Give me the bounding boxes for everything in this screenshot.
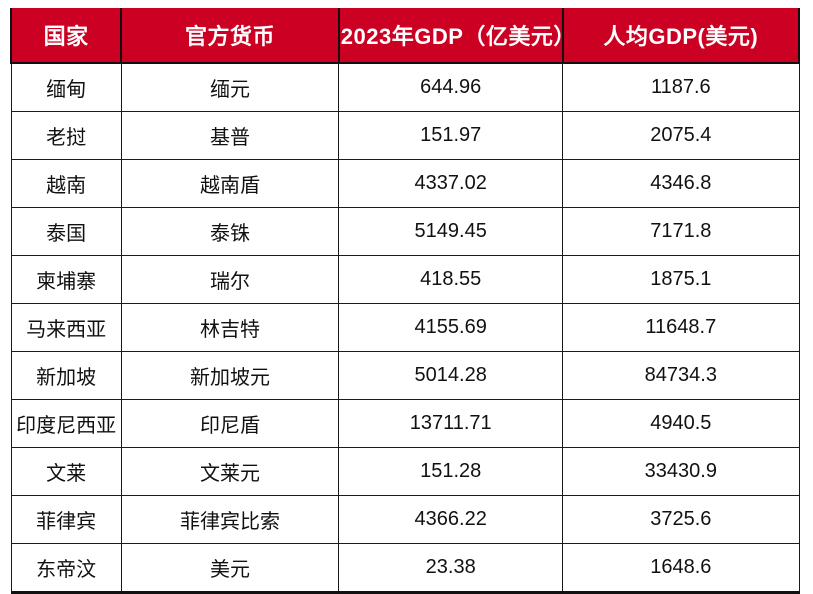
table-row: 柬埔寨 瑞尔 418.55 1875.1 [10,255,800,304]
table-row: 新加坡 新加坡元 5014.28 84734.3 [10,351,800,400]
table-row: 缅甸 缅元 644.96 1187.6 [10,62,800,112]
country-cell: 缅甸 [10,62,122,112]
southeast-asia-gdp-table: 国家 官方货币 2023年GDP（亿美元） 人均GDP(美元) 缅甸 缅元 644.… [9,8,801,594]
country-cell: 印度尼西亚 [10,399,122,448]
per-capita-gdp-cell: 33430.9 [562,447,800,496]
country-cell: 柬埔寨 [10,255,122,304]
gdp-cell: 23.38 [338,543,564,594]
column-header-currency: 官方货币 [120,8,340,63]
gdp-cell: 4337.02 [338,159,564,208]
table-header: 国家 官方货币 2023年GDP（亿美元） 人均GDP(美元) [9,8,801,63]
currency-cell: 文莱元 [120,447,340,496]
per-capita-gdp-cell: 2075.4 [562,111,800,160]
gdp-cell: 418.55 [338,255,564,304]
gdp-cell: 13711.71 [338,399,564,448]
table-row: 老挝 基普 151.97 2075.4 [10,111,800,160]
column-header-gdp: 2023年GDP（亿美元） [337,8,575,63]
table-row: 马来西亚 林吉特 4155.69 11648.7 [10,303,800,352]
country-cell: 文莱 [10,447,122,496]
country-cell: 越南 [10,159,122,208]
currency-cell: 缅元 [120,62,340,112]
column-header-per-capita-gdp: 人均GDP(美元) [561,8,801,63]
table-row: 东帝汶 美元 23.38 1648.6 [10,543,800,594]
table-row: 越南 越南盾 4337.02 4346.8 [10,159,800,208]
gdp-cell: 5014.28 [338,351,564,400]
currency-cell: 瑞尔 [120,255,340,304]
per-capita-gdp-cell: 1187.6 [562,62,800,112]
table-row: 印度尼西亚 印尼盾 13711.71 4940.5 [10,399,800,448]
per-capita-gdp-cell: 3725.6 [562,495,800,544]
gdp-cell: 4155.69 [338,303,564,352]
gdp-cell: 151.97 [338,111,564,160]
per-capita-gdp-cell: 1648.6 [562,543,800,594]
table-row: 菲律宾 菲律宾比索 4366.22 3725.6 [10,495,800,544]
currency-cell: 林吉特 [120,303,340,352]
per-capita-gdp-cell: 4940.5 [562,399,800,448]
country-cell: 新加坡 [10,351,122,400]
currency-cell: 印尼盾 [120,399,340,448]
country-cell: 老挝 [10,111,122,160]
country-cell: 泰国 [10,207,122,256]
gdp-cell: 644.96 [338,62,564,112]
per-capita-gdp-cell: 1875.1 [562,255,800,304]
table-row: 文莱 文莱元 151.28 33430.9 [10,447,800,496]
country-cell: 马来西亚 [10,303,122,352]
gdp-cell: 4366.22 [338,495,564,544]
country-cell: 东帝汶 [10,543,122,594]
country-cell: 菲律宾 [10,495,122,544]
table-body: 缅甸 缅元 644.96 1187.6 老挝 基普 151.97 2075.4 越南 越南盾 433… [10,62,800,594]
currency-cell: 菲律宾比索 [120,495,340,544]
currency-cell: 越南盾 [120,159,340,208]
currency-cell: 泰铢 [120,207,340,256]
gdp-cell: 5149.45 [338,207,564,256]
currency-cell: 美元 [120,543,340,594]
currency-cell: 新加坡元 [120,351,340,400]
gdp-table-container: 国家 官方货币 2023年GDP（亿美元） 人均GDP(美元) 缅甸 缅元 644.… [9,8,801,594]
currency-cell: 基普 [120,111,340,160]
table-row: 泰国 泰铢 5149.45 7171.8 [10,207,800,256]
gdp-cell: 151.28 [338,447,564,496]
header-row: 国家 官方货币 2023年GDP（亿美元） 人均GDP(美元) [9,8,801,63]
per-capita-gdp-cell: 4346.8 [562,159,800,208]
per-capita-gdp-cell: 7171.8 [562,207,800,256]
per-capita-gdp-cell: 84734.3 [562,351,800,400]
per-capita-gdp-cell: 11648.7 [562,303,800,352]
column-header-country: 国家 [9,8,123,63]
